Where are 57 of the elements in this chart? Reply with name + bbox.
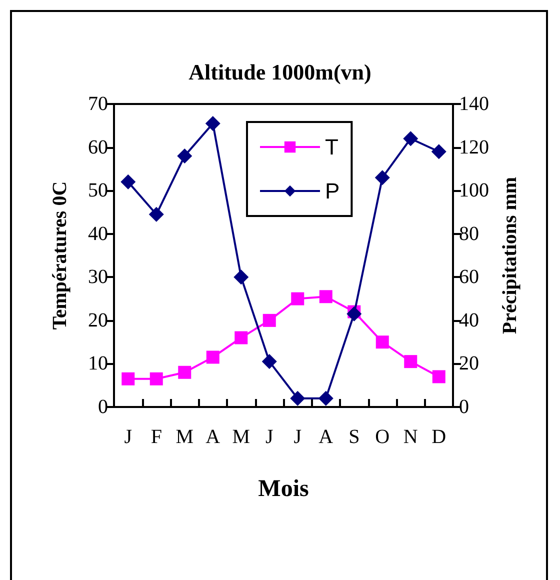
point: [262, 314, 276, 327]
y2-tick-label: 120: [459, 136, 489, 158]
y2-tick-label: 0: [459, 396, 469, 418]
point: [374, 170, 390, 186]
x-tick-label: J: [265, 426, 274, 448]
x-tick-label: A: [206, 426, 221, 448]
point: [178, 366, 192, 379]
y2-axis-title: Précipitations mm: [498, 176, 521, 334]
point: [346, 306, 362, 322]
x-tick-label: S: [348, 426, 360, 448]
point: [234, 270, 249, 285]
point: [432, 370, 446, 384]
x-tick-label: D: [432, 426, 446, 448]
point: [206, 350, 220, 364]
y-tick-label: 40: [88, 222, 108, 245]
point: [234, 331, 248, 344]
y-tick-label: 0: [98, 396, 108, 418]
x-tick-label: A: [318, 426, 334, 448]
point: [290, 390, 306, 406]
point: [403, 131, 418, 146]
point: [205, 116, 220, 131]
y-axis-title: Températures 0C: [49, 181, 71, 330]
point: [376, 336, 389, 349]
point: [122, 372, 135, 386]
y-tick-label: 60: [88, 136, 108, 158]
point: [148, 206, 164, 222]
x-tick-label: F: [150, 426, 162, 448]
y-tick-label: 10: [88, 352, 108, 375]
point: [319, 290, 332, 304]
legend-label: P: [325, 178, 340, 204]
y2-tick-label: 60: [459, 266, 479, 288]
y-tick-label: 70: [88, 93, 108, 115]
y-tick-label: 20: [88, 309, 108, 332]
point: [177, 148, 192, 164]
point: [150, 372, 163, 386]
y-tick-label: 50: [88, 180, 108, 202]
x-tick-label: M: [176, 426, 194, 448]
point: [431, 144, 446, 160]
point: [318, 390, 334, 406]
y2-tick-label: 20: [459, 352, 479, 375]
x-tick-label: J: [294, 426, 302, 448]
point: [404, 355, 418, 368]
x-tick-label: O: [375, 426, 390, 448]
x-axis-title: Mois: [258, 476, 309, 502]
x-tick-label: N: [403, 426, 418, 448]
legend-label: T: [325, 134, 338, 160]
y2-tick-label: 100: [459, 180, 489, 202]
y2-tick-label: 140: [459, 93, 489, 115]
y2-tick-label: 40: [459, 309, 479, 332]
chart-title: Altitude 1000m(vn): [188, 60, 372, 84]
point: [120, 174, 136, 190]
point: [262, 354, 277, 370]
y2-tick-label: 80: [459, 222, 479, 245]
y-tick-label: 30: [88, 266, 108, 288]
point: [291, 292, 304, 306]
x-tick-label: M: [232, 426, 250, 448]
x-tick-label: J: [124, 426, 132, 448]
